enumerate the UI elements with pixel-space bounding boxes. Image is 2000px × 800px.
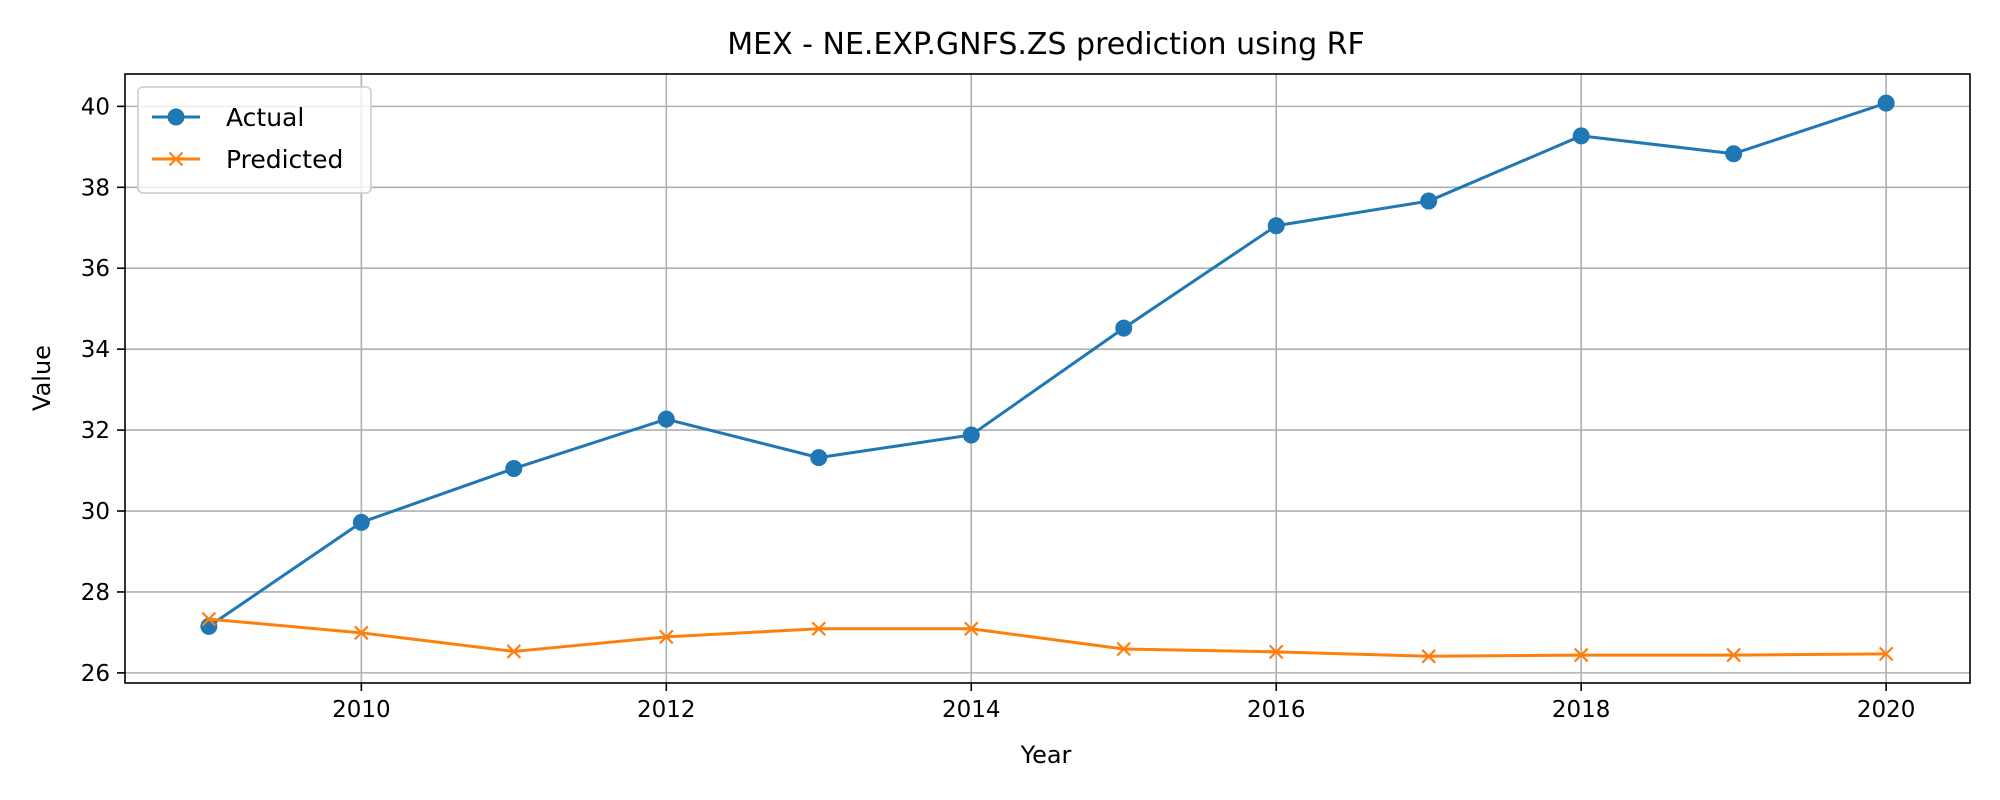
y-tick-label: 34 [81,337,110,363]
data-point-predicted [1726,647,1741,663]
x-tick-label: 2016 [1247,697,1306,723]
data-point-predicted [506,644,522,659]
x-tick-label: 2018 [1552,697,1611,723]
grid [125,74,1970,683]
legend: Actual Predicted [137,86,372,194]
y-tick-label: 38 [81,175,110,201]
plot-area-frame [124,73,1971,684]
data-point-actual [657,410,675,428]
data-point-actual [505,460,523,478]
data-point-predicted [1421,649,1436,664]
data-point-predicted [1116,641,1132,657]
series-line-predicted [208,617,1887,658]
data-point-actual [1877,94,1895,112]
data-point-actual [1267,217,1285,235]
data-point-predicted [811,621,827,637]
data-point-actual [352,513,370,531]
y-tick-label: 40 [81,94,110,120]
legend-entry-actual: Actual [152,103,304,132]
legend-box [137,86,372,194]
legend-label-actual: Actual [226,103,304,132]
series-predicted [201,611,1894,664]
series-actual [200,94,1895,635]
x-tick-label: 2020 [1857,697,1916,723]
data-point-actual [810,449,828,467]
data-point-predicted [963,621,979,637]
x-tick-label: 2010 [332,697,391,723]
series-layer [200,94,1895,664]
chart-title: MEX - NE.EXP.GNFS.ZS prediction using RF [727,27,1365,62]
legend-marker-actual [167,108,185,126]
y-tick-label: 30 [81,499,110,525]
axis-ticks: 2010 2012 2014 2016 2018 2020 26 28 30 32 34 36 38 40 [81,94,1916,723]
data-point-actual [962,426,980,444]
x-tick-label: 2012 [637,697,696,723]
legend-label-predicted: Predicted [226,145,343,174]
x-axis-label: Year [1020,741,1072,769]
data-point-predicted [659,629,674,645]
y-tick-label: 36 [81,256,110,282]
data-point-actual [1572,127,1590,145]
legend-entry-predicted: Predicted [152,145,343,174]
data-point-actual [1115,319,1133,337]
y-tick-label: 28 [81,580,110,606]
legend-marker-predicted [168,151,184,167]
series-line-actual [208,101,1887,628]
y-tick-label: 26 [81,661,110,687]
data-point-predicted [354,625,369,641]
y-axis-label: Value [28,345,56,411]
data-point-predicted [1878,646,1894,662]
data-point-predicted [1573,647,1589,663]
y-tick-label: 32 [81,418,110,444]
data-point-predicted [201,611,217,627]
data-point-actual [1725,145,1743,163]
data-point-predicted [1268,644,1284,660]
data-point-actual [1420,192,1438,210]
x-tick-label: 2014 [942,697,1001,723]
